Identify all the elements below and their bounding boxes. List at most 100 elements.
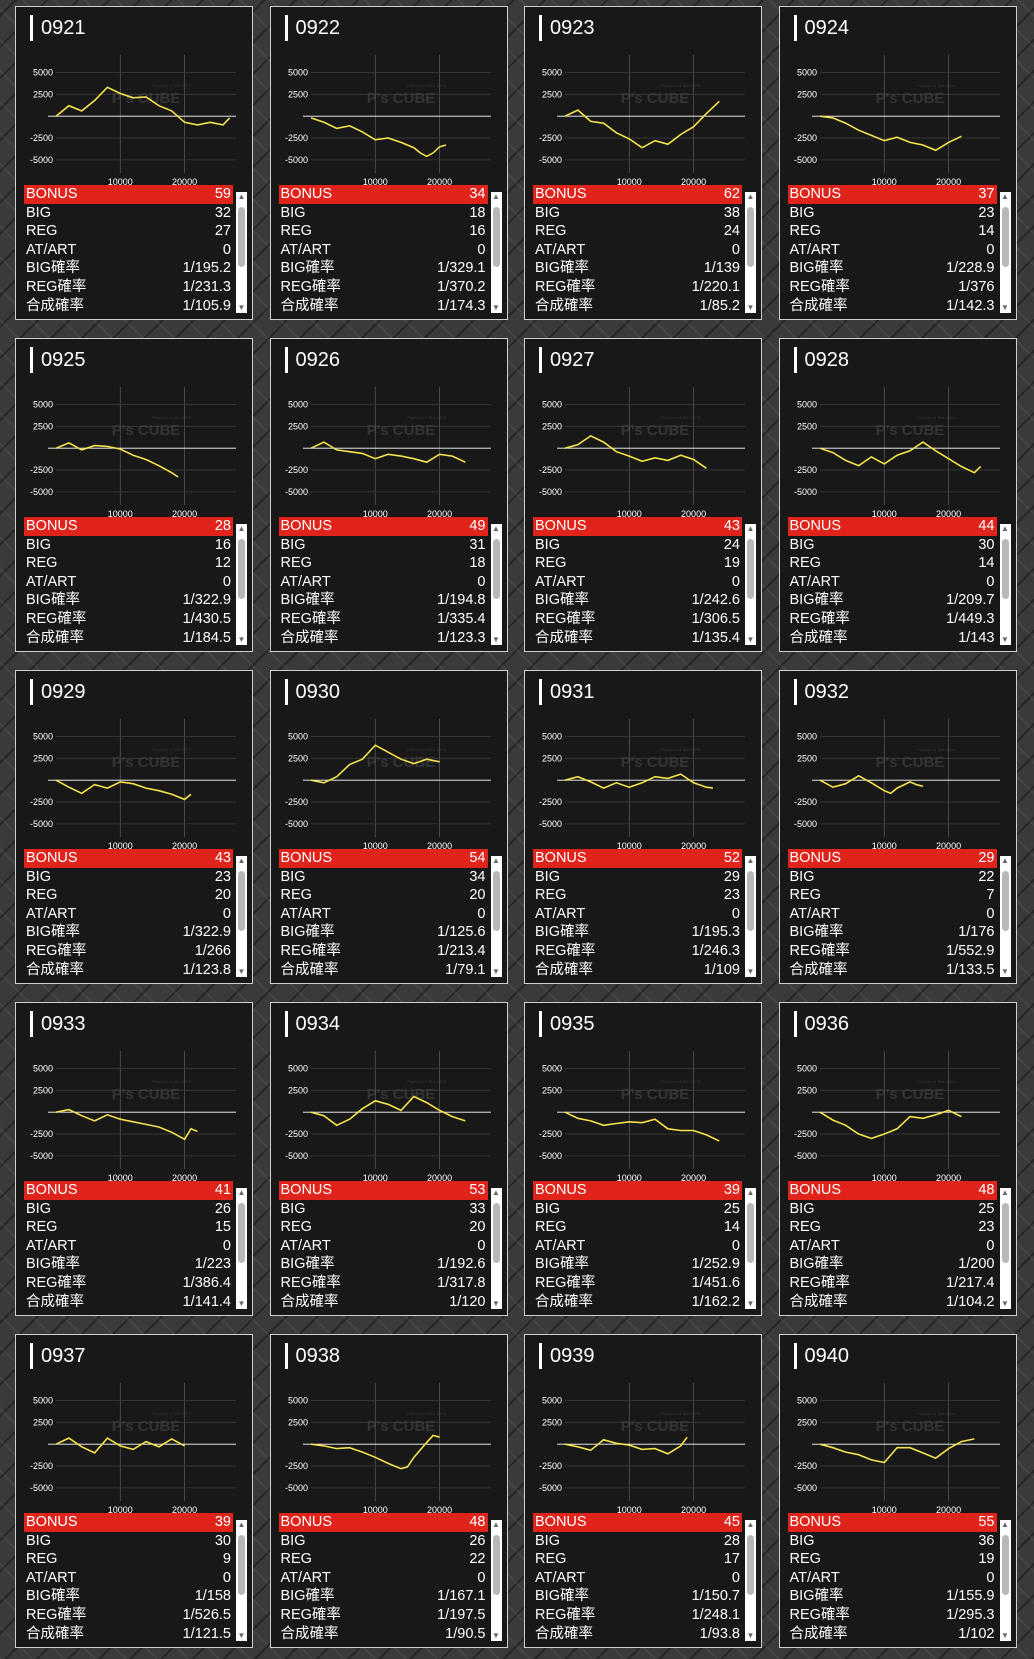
machine-card[interactable]: 0930 P's CUBE Pachinko & Slot DATA 10000 200…: [269, 670, 508, 984]
scroll-thumb[interactable]: [747, 1203, 754, 1263]
machine-card[interactable]: 0929 P's CUBE Pachinko & Slot DATA 10000 200…: [15, 670, 253, 984]
machine-card[interactable]: 0936 P's CUBE Pachinko & Slot DATA 10000 200…: [778, 1002, 1017, 1316]
machine-card[interactable]: 0931 P's CUBE Pachinko & Slot DATA 10000 200…: [524, 670, 762, 984]
machine-card[interactable]: 0927 P's CUBE Pachinko & Slot DATA 10000 200…: [524, 338, 762, 652]
triangle-up-icon[interactable]: ▲: [492, 856, 500, 865]
triangle-up-icon[interactable]: ▲: [1001, 1520, 1009, 1529]
triangle-up-icon[interactable]: ▲: [237, 1520, 246, 1529]
triangle-down-icon[interactable]: ▼: [746, 303, 755, 312]
stats-scrollbar[interactable]: ▲ ▼: [236, 1188, 247, 1309]
triangle-down-icon[interactable]: ▼: [237, 303, 246, 312]
stats-scrollbar[interactable]: ▲ ▼: [236, 1520, 247, 1641]
triangle-down-icon[interactable]: ▼: [1001, 1299, 1009, 1308]
scroll-thumb[interactable]: [492, 207, 500, 267]
triangle-up-icon[interactable]: ▲: [1001, 192, 1009, 201]
stats-scrollbar[interactable]: ▲ ▼: [490, 1188, 502, 1309]
machine-card[interactable]: 0939 P's CUBE Pachinko & Slot DATA 10000 200…: [524, 1334, 762, 1648]
stats-scrollbar[interactable]: ▲ ▼: [745, 1188, 756, 1309]
triangle-up-icon[interactable]: ▲: [492, 1188, 500, 1197]
triangle-down-icon[interactable]: ▼: [492, 1631, 500, 1640]
triangle-down-icon[interactable]: ▼: [492, 303, 500, 312]
triangle-up-icon[interactable]: ▲: [746, 192, 755, 201]
stats-scrollbar[interactable]: ▲ ▼: [999, 1188, 1011, 1309]
stats-scrollbar[interactable]: ▲ ▼: [999, 192, 1011, 313]
scroll-thumb[interactable]: [1001, 207, 1009, 267]
stats-scrollbar[interactable]: ▲ ▼: [236, 856, 247, 977]
triangle-down-icon[interactable]: ▼: [237, 1631, 246, 1640]
triangle-up-icon[interactable]: ▲: [1001, 524, 1009, 533]
stats-scrollbar[interactable]: ▲ ▼: [745, 192, 756, 313]
triangle-down-icon[interactable]: ▼: [237, 635, 246, 644]
stats-scrollbar[interactable]: ▲ ▼: [490, 524, 502, 645]
scroll-thumb[interactable]: [747, 1535, 754, 1595]
machine-card[interactable]: 0921 P's CUBE Pachinko & Slot DATA 10000 200…: [15, 6, 253, 320]
triangle-down-icon[interactable]: ▼: [1001, 635, 1009, 644]
triangle-up-icon[interactable]: ▲: [237, 856, 246, 865]
stats-scrollbar[interactable]: ▲ ▼: [236, 192, 247, 313]
scroll-thumb[interactable]: [1001, 871, 1009, 931]
scroll-thumb[interactable]: [747, 539, 754, 599]
machine-card[interactable]: 0923 P's CUBE Pachinko & Slot DATA 10000 200…: [524, 6, 762, 320]
machine-card[interactable]: 0926 P's CUBE Pachinko & Slot DATA 10000 200…: [269, 338, 508, 652]
stats-scrollbar[interactable]: ▲ ▼: [745, 1520, 756, 1641]
scroll-thumb[interactable]: [238, 1203, 245, 1263]
triangle-down-icon[interactable]: ▼: [746, 635, 755, 644]
machine-card[interactable]: 0935 P's CUBE Pachinko & Slot DATA 10000 200…: [524, 1002, 762, 1316]
scroll-thumb[interactable]: [1001, 539, 1009, 599]
triangle-up-icon[interactable]: ▲: [237, 524, 246, 533]
machine-card[interactable]: 0928 P's CUBE Pachinko & Slot DATA 10000 200…: [778, 338, 1017, 652]
machine-card[interactable]: 0932 P's CUBE Pachinko & Slot DATA 10000 200…: [778, 670, 1017, 984]
stats-scrollbar[interactable]: ▲ ▼: [999, 524, 1011, 645]
triangle-up-icon[interactable]: ▲: [746, 1520, 755, 1529]
scroll-thumb[interactable]: [492, 539, 500, 599]
triangle-up-icon[interactable]: ▲: [237, 1188, 246, 1197]
triangle-down-icon[interactable]: ▼: [237, 1299, 246, 1308]
scroll-thumb[interactable]: [238, 1535, 245, 1595]
scroll-thumb[interactable]: [238, 871, 245, 931]
stats-scrollbar[interactable]: ▲ ▼: [490, 192, 502, 313]
machine-card[interactable]: 0924 P's CUBE Pachinko & Slot DATA 10000 200…: [778, 6, 1017, 320]
machine-card[interactable]: 0940 P's CUBE Pachinko & Slot DATA 10000 200…: [778, 1334, 1017, 1648]
scroll-thumb[interactable]: [492, 871, 500, 931]
scroll-thumb[interactable]: [1001, 1535, 1009, 1595]
triangle-down-icon[interactable]: ▼: [1001, 303, 1009, 312]
triangle-down-icon[interactable]: ▼: [492, 1299, 500, 1308]
stats-scrollbar[interactable]: ▲ ▼: [745, 524, 756, 645]
triangle-down-icon[interactable]: ▼: [746, 1299, 755, 1308]
triangle-up-icon[interactable]: ▲: [746, 1188, 755, 1197]
stats-scrollbar[interactable]: ▲ ▼: [236, 524, 247, 645]
scroll-thumb[interactable]: [238, 207, 245, 267]
triangle-down-icon[interactable]: ▼: [746, 1631, 755, 1640]
machine-card[interactable]: 0925 P's CUBE Pachinko & Slot DATA 10000 200…: [15, 338, 253, 652]
stats-scrollbar[interactable]: ▲ ▼: [490, 856, 502, 977]
stats-scrollbar[interactable]: ▲ ▼: [745, 856, 756, 977]
triangle-down-icon[interactable]: ▼: [492, 635, 500, 644]
triangle-down-icon[interactable]: ▼: [492, 967, 500, 976]
triangle-up-icon[interactable]: ▲: [492, 1520, 500, 1529]
scroll-thumb[interactable]: [492, 1203, 500, 1263]
machine-card[interactable]: 0933 P's CUBE Pachinko & Slot DATA 10000 200…: [15, 1002, 253, 1316]
stats-scrollbar[interactable]: ▲ ▼: [490, 1520, 502, 1641]
triangle-up-icon[interactable]: ▲: [1001, 856, 1009, 865]
triangle-up-icon[interactable]: ▲: [237, 192, 246, 201]
triangle-up-icon[interactable]: ▲: [746, 524, 755, 533]
triangle-up-icon[interactable]: ▲: [746, 856, 755, 865]
scroll-thumb[interactable]: [747, 871, 754, 931]
triangle-down-icon[interactable]: ▼: [1001, 967, 1009, 976]
scroll-thumb[interactable]: [747, 207, 754, 267]
triangle-down-icon[interactable]: ▼: [746, 967, 755, 976]
triangle-down-icon[interactable]: ▼: [237, 967, 246, 976]
machine-card[interactable]: 0934 P's CUBE Pachinko & Slot DATA 10000 200…: [269, 1002, 508, 1316]
scroll-thumb[interactable]: [238, 539, 245, 599]
triangle-up-icon[interactable]: ▲: [492, 524, 500, 533]
scroll-thumb[interactable]: [1001, 1203, 1009, 1263]
stats-scrollbar[interactable]: ▲ ▼: [999, 856, 1011, 977]
triangle-down-icon[interactable]: ▼: [1001, 1631, 1009, 1640]
machine-card[interactable]: 0937 P's CUBE Pachinko & Slot DATA 10000 200…: [15, 1334, 253, 1648]
triangle-up-icon[interactable]: ▲: [492, 192, 500, 201]
machine-card[interactable]: 0938 P's CUBE Pachinko & Slot DATA 10000 200…: [269, 1334, 508, 1648]
stats-scrollbar[interactable]: ▲ ▼: [999, 1520, 1011, 1641]
scroll-thumb[interactable]: [492, 1535, 500, 1595]
triangle-up-icon[interactable]: ▲: [1001, 1188, 1009, 1197]
machine-card[interactable]: 0922 P's CUBE Pachinko & Slot DATA 10000 200…: [269, 6, 508, 320]
